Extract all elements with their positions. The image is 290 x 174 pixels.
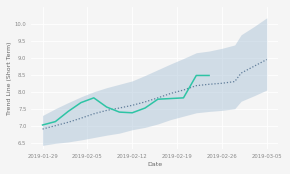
Y-axis label: Trend Line (Short Term): Trend Line (Short Term) [7,41,12,115]
X-axis label: Date: Date [147,162,162,167]
